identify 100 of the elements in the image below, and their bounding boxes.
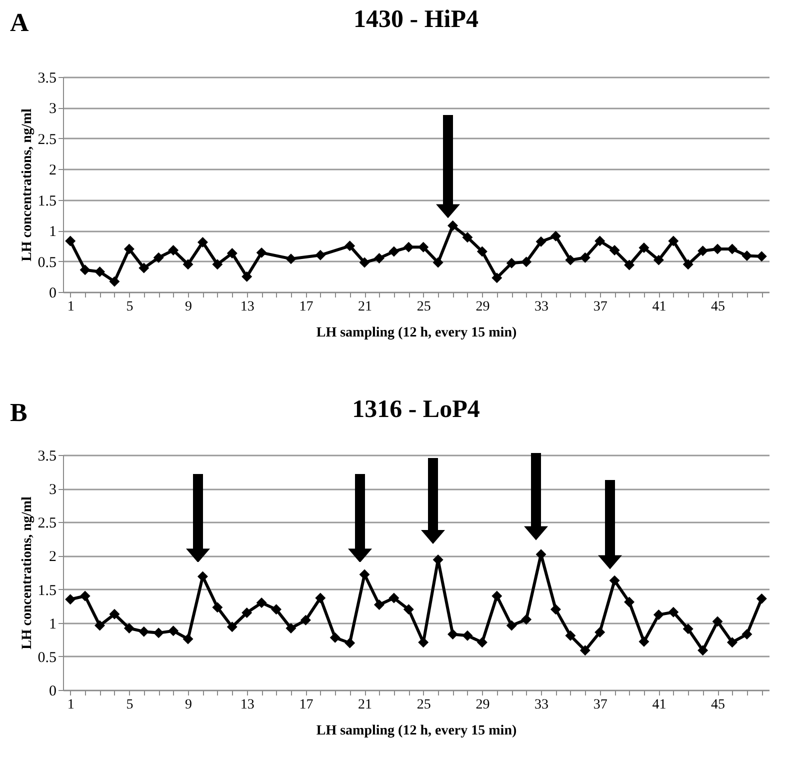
point (609, 244, 620, 256)
point (256, 597, 267, 608)
x-tick-label: 9 (185, 698, 192, 712)
point (242, 271, 252, 282)
x-tick-label: 5 (126, 698, 134, 712)
point (492, 272, 502, 284)
point (506, 620, 517, 631)
text: A (10, 8, 29, 38)
point (94, 266, 106, 277)
point (212, 259, 223, 270)
point (506, 258, 517, 268)
point (182, 259, 194, 270)
x-tick-label: 37 (593, 698, 608, 712)
point (698, 645, 708, 656)
x-tick-label: 17 (299, 300, 314, 314)
point (388, 592, 400, 604)
point (315, 592, 326, 604)
point (476, 246, 488, 257)
point (653, 610, 664, 620)
point (521, 614, 532, 625)
x-tick-label: 33 (534, 698, 549, 712)
y-tick-label: 0 (49, 286, 56, 302)
x-axis-title: LH sampling (12 h, every 15 min) (316, 326, 517, 340)
x-tick-label: 21 (358, 300, 372, 314)
point (124, 244, 134, 254)
point (653, 254, 664, 266)
point (403, 604, 414, 615)
y-tick-label: 3.5 (38, 448, 56, 464)
x-tick-label: 45 (711, 698, 726, 712)
x-tick-label: 25 (416, 698, 431, 712)
y-tick-label: 2 (49, 549, 56, 566)
point (286, 622, 296, 634)
chart-title: 1430 - HiP4 (354, 6, 479, 33)
point (609, 575, 620, 586)
y-tick-label: 3.5 (38, 70, 56, 86)
x-tick-label: 29 (476, 300, 490, 314)
point (448, 220, 458, 231)
point (668, 236, 679, 246)
point (462, 630, 473, 641)
point (565, 630, 576, 641)
point (462, 232, 473, 243)
point (344, 240, 356, 252)
point (80, 590, 90, 602)
x-tick-label: 13 (240, 300, 254, 314)
y-tick-label: 1 (49, 616, 56, 632)
point (359, 569, 370, 580)
point (742, 250, 752, 261)
point (521, 256, 532, 268)
x-tick-label: 17 (299, 698, 314, 712)
x-tick-label: 41 (652, 698, 666, 712)
point (403, 242, 414, 252)
point (476, 637, 488, 648)
point (226, 622, 238, 632)
point (242, 608, 252, 618)
point (153, 628, 164, 638)
point (756, 593, 767, 604)
point (138, 626, 150, 637)
y-tick-label: 3 (49, 482, 56, 498)
point (638, 636, 650, 647)
point (624, 260, 635, 270)
point (580, 252, 590, 263)
point (109, 276, 120, 287)
x-tick-label: 37 (593, 300, 608, 314)
y-tick-label: 2 (49, 162, 56, 179)
x-tick-label: 13 (240, 698, 254, 712)
x-tick-label: 29 (476, 698, 490, 712)
x-axis-title: LH sampling (12 h, every 15 min) (316, 724, 517, 738)
point (418, 242, 429, 252)
point (712, 244, 723, 254)
point (712, 616, 723, 627)
y-tick-label: 1.5 (38, 582, 56, 599)
point (638, 242, 650, 254)
point (138, 262, 150, 274)
point (682, 259, 694, 270)
point (109, 608, 120, 620)
point (550, 604, 561, 615)
point (153, 252, 164, 263)
x-tick-label: 25 (416, 300, 431, 314)
point (698, 246, 708, 256)
x-tick-label: 41 (652, 300, 666, 314)
y-tick-label: 0 (49, 684, 56, 700)
y-tick-label: 2.5 (38, 132, 56, 148)
point (300, 614, 311, 626)
point (212, 602, 223, 613)
point (492, 590, 502, 602)
x-tick-label: 5 (126, 300, 134, 314)
y-tick-label: 0.5 (38, 254, 56, 271)
point (536, 236, 546, 247)
point (168, 626, 179, 636)
point (594, 236, 606, 246)
text: B (10, 398, 28, 428)
point (65, 594, 76, 605)
y-tick-label: 2.5 (38, 516, 56, 532)
point (330, 632, 340, 643)
x-tick-label: 1 (67, 698, 74, 712)
point (168, 244, 179, 256)
point (197, 571, 208, 582)
point (344, 638, 356, 648)
point (682, 624, 694, 634)
point (94, 620, 106, 631)
